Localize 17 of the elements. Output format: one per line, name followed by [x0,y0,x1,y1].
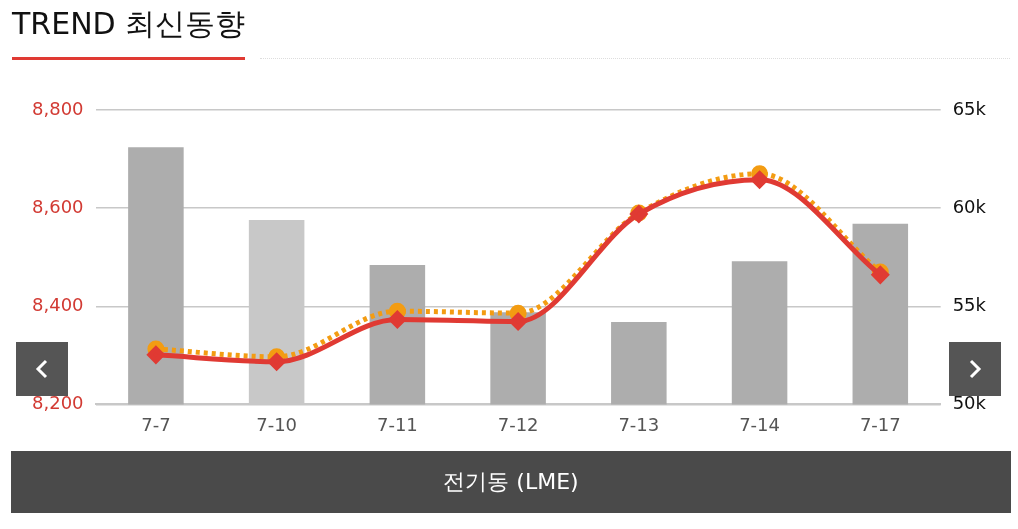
y2-tick-label: 60k [952,195,987,217]
y-tick-label: 8,400 [32,293,84,315]
x-tick-label: 7-7 [141,413,171,435]
y2-tick-label: 55k [952,293,987,315]
x-tick-label: 7-11 [376,413,418,435]
y-tick-label: 8,600 [32,195,84,217]
x-tick-label: 7-12 [497,413,539,435]
x-tick-label: 7-10 [256,413,298,435]
x-axis-title: 전기동 (LME) [11,451,1011,513]
y-tick-label: 8,800 [32,97,84,119]
chart-title: TREND 최신동향 [12,4,246,60]
x-tick-label: 7-17 [859,413,901,435]
x-tick-label: 7-13 [618,413,660,435]
x-tick-label: 7-14 [739,413,780,435]
y2-tick-label: 65k [952,97,987,119]
y2-tick-label: 50k [952,392,987,414]
y-tick-label: 8,200 [32,392,84,414]
